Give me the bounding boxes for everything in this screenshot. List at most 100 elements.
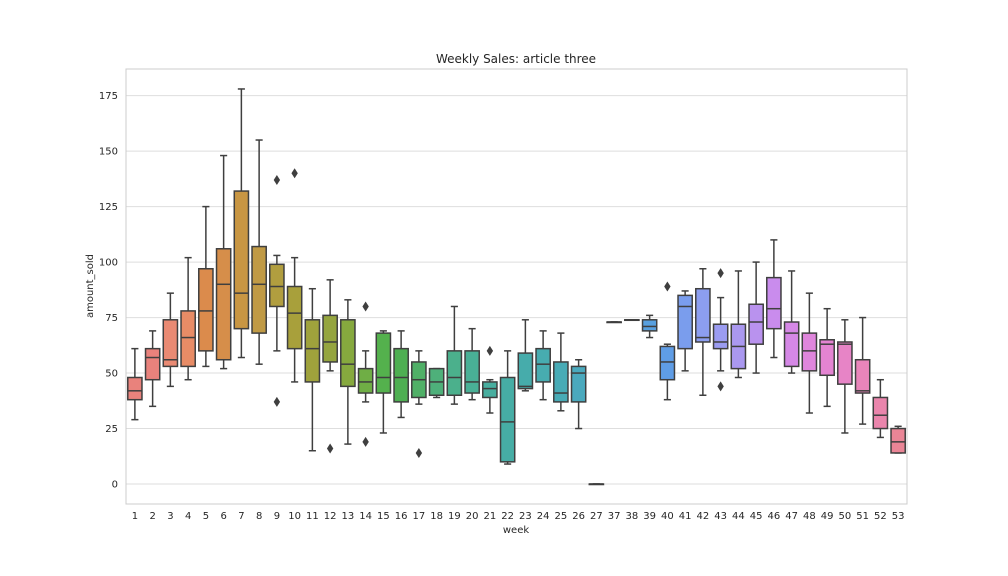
box-iqr xyxy=(215,248,232,361)
box-week-48 xyxy=(801,292,818,414)
x-tick-label: 51 xyxy=(856,511,869,522)
outlier-point xyxy=(362,436,369,447)
box-iqr xyxy=(464,350,480,394)
box-week-53 xyxy=(890,425,906,454)
outlier-point xyxy=(486,345,494,356)
box-iqr xyxy=(357,367,374,394)
box-week-13 xyxy=(340,299,356,445)
y-tick-label: 150 xyxy=(99,147,118,158)
x-tick-label: 13 xyxy=(342,511,355,522)
x-tick-label: 40 xyxy=(661,511,674,522)
x-tick-label: 4 xyxy=(185,511,191,522)
x-tick-label: 45 xyxy=(750,511,763,522)
x-axis-label: week xyxy=(503,525,529,536)
x-tick-label: 44 xyxy=(732,511,745,522)
x-tick-label: 8 xyxy=(256,511,262,522)
box-iqr xyxy=(712,323,729,350)
box-iqr xyxy=(553,361,569,403)
box-iqr xyxy=(340,319,356,388)
box-iqr xyxy=(127,376,143,401)
outlier-point xyxy=(717,268,724,279)
x-tick-label: 15 xyxy=(377,511,390,522)
box-iqr xyxy=(801,332,818,372)
box-week-8 xyxy=(251,139,267,365)
x-tick-label: 46 xyxy=(768,511,781,522)
x-tick-label: 24 xyxy=(537,511,550,522)
box-week-17 xyxy=(411,350,427,458)
box-iqr xyxy=(819,339,835,377)
box-week-15 xyxy=(375,330,392,434)
box-iqr xyxy=(446,350,463,396)
outlier-point xyxy=(664,281,671,292)
x-tick-label: 2 xyxy=(149,511,155,522)
chart-title: Weekly Sales: article three xyxy=(436,52,596,66)
box-iqr xyxy=(535,347,551,383)
box-week-6 xyxy=(215,154,232,370)
box-week-27 xyxy=(588,483,605,486)
outlier-point xyxy=(326,443,334,454)
box-iqr xyxy=(837,341,853,385)
x-tick-labels: 1 2 3 4 5 6 7 8 9 10 11 12 13 14 15 16 17 18 19 20 21 22 23 24 2… xyxy=(132,511,905,522)
box-iqr xyxy=(269,263,285,308)
boxes-group xyxy=(127,88,906,486)
x-tick-label: 5 xyxy=(203,511,209,522)
plot-frame xyxy=(125,68,908,505)
x-tick-label: 11 xyxy=(306,511,319,522)
x-tick-label: 7 xyxy=(238,511,244,522)
box-week-7 xyxy=(233,88,250,359)
x-tick-label: 37 xyxy=(608,511,621,522)
x-tick-label: 10 xyxy=(288,511,301,522)
y-tick-label: 25 xyxy=(105,424,118,435)
y-tick-label: 50 xyxy=(105,369,118,380)
box-week-51 xyxy=(854,316,871,425)
box-week-19 xyxy=(446,305,463,405)
box-iqr xyxy=(783,321,800,368)
x-tick-label: 20 xyxy=(466,511,479,522)
box-iqr xyxy=(641,319,658,332)
box-week-49 xyxy=(819,307,835,408)
box-iqr xyxy=(872,396,889,430)
box-iqr xyxy=(890,427,906,454)
box-iqr xyxy=(766,276,782,330)
box-week-40 xyxy=(659,281,676,401)
box-week-9 xyxy=(269,174,285,407)
box-iqr xyxy=(393,347,409,403)
box-week-2 xyxy=(144,330,161,408)
x-tick-label: 43 xyxy=(714,511,727,522)
box-week-11 xyxy=(304,287,321,452)
y-tick-label: 175 xyxy=(99,91,118,102)
box-iqr xyxy=(233,190,250,330)
box-week-50 xyxy=(837,319,853,434)
box-week-23 xyxy=(517,319,534,392)
y-tick-labels: 0 25 50 75 100 125 150 175 xyxy=(99,91,118,490)
x-tick-label: 22 xyxy=(501,511,514,522)
box-week-4 xyxy=(180,256,196,381)
x-tick-label: 38 xyxy=(626,511,639,522)
box-iqr xyxy=(286,285,303,350)
box-week-16 xyxy=(393,330,409,419)
box-iqr xyxy=(304,319,321,383)
box-week-22 xyxy=(499,350,516,465)
y-tick-label: 100 xyxy=(99,258,118,269)
x-tick-label: 14 xyxy=(359,511,372,522)
box-week-45 xyxy=(748,261,764,374)
outlier-point xyxy=(717,381,724,392)
box-week-41 xyxy=(677,290,693,372)
box-iqr xyxy=(375,332,392,394)
box-iqr xyxy=(198,267,214,352)
box-iqr xyxy=(499,376,516,463)
x-tick-label: 21 xyxy=(484,511,497,522)
box-iqr xyxy=(251,245,267,334)
box-iqr xyxy=(570,365,587,403)
x-tick-label: 39 xyxy=(643,511,656,522)
box-week-24 xyxy=(535,330,551,401)
box-week-20 xyxy=(464,327,480,401)
box-iqr xyxy=(162,319,179,368)
x-tick-label: 42 xyxy=(697,511,710,522)
x-tick-label: 1 xyxy=(132,511,138,522)
box-week-44 xyxy=(730,270,747,379)
box-iqr xyxy=(144,347,161,381)
outlier-point xyxy=(415,447,423,458)
box-week-18 xyxy=(428,367,445,399)
